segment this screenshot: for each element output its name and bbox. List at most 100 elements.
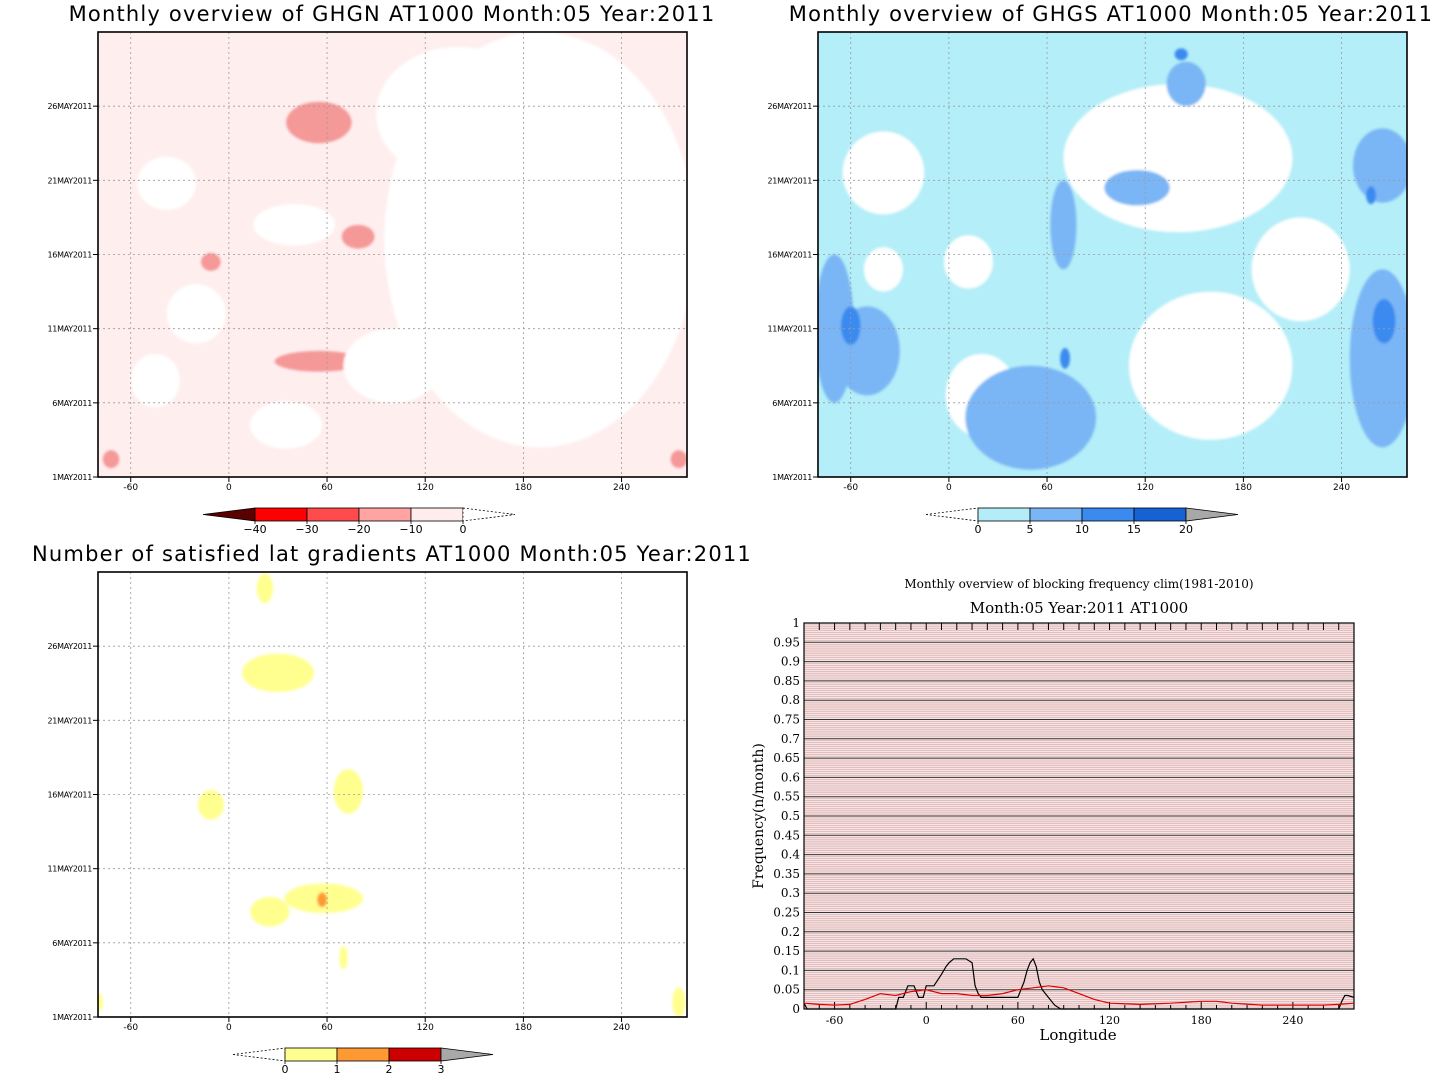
contour-region: [253, 204, 336, 246]
colorbar-segment: [1081, 507, 1135, 522]
contour-region: [343, 328, 442, 403]
y-tick-label: 11MAY2011: [48, 865, 93, 874]
y-tick-label: 0.15: [773, 944, 800, 958]
colorbar-label: 5: [1027, 523, 1034, 536]
contour-region: [1366, 186, 1376, 205]
x-tick-label: 180: [1235, 483, 1252, 493]
colorbar-segment: [1133, 507, 1187, 522]
y-tick-label: 26MAY2011: [48, 102, 93, 111]
y-tick-label: 11MAY2011: [48, 325, 93, 334]
contour-fill-layer: [102, 32, 687, 469]
x-tick-label: 120: [1137, 483, 1154, 493]
y-tick-label: 21MAY2011: [48, 176, 93, 185]
y-tick-label: 21MAY2011: [768, 176, 813, 185]
contour-region: [1372, 299, 1396, 344]
colorbar-segment: [1029, 507, 1083, 522]
contour-region: [1166, 61, 1206, 107]
colorbar-right-extension: [462, 507, 516, 522]
colorbar-label: 10: [1075, 523, 1089, 536]
y-tick-label: 0.65: [773, 751, 800, 765]
colorbar-label: 0: [282, 1063, 289, 1076]
y-tick-label: 0.75: [773, 713, 800, 727]
y-tick-label: 0: [792, 1002, 800, 1016]
colorbar-segment: [410, 507, 464, 522]
y-tick-label: 0.25: [773, 906, 800, 920]
y-tick-label: 0.45: [773, 828, 800, 842]
x-tick-label: 240: [1282, 1014, 1303, 1027]
x-tick-label: -60: [826, 1014, 844, 1027]
contour-region: [1104, 169, 1170, 206]
colorbar-right-extension: [440, 1047, 494, 1062]
colorbar-label: 20: [1179, 523, 1193, 536]
x-tick-label: 60: [321, 1023, 333, 1033]
colorbar-label: 1: [334, 1063, 341, 1076]
blocking-ylabel: Frequency(n/month): [751, 743, 767, 889]
colorbar-label: −10: [399, 523, 422, 536]
y-tick-label: 0.6: [781, 770, 800, 784]
y-tick-label: 0.05: [773, 983, 800, 997]
x-tick-label: 120: [417, 483, 434, 493]
series-line-observed: [803, 957, 1355, 1010]
ghgs-panel: Monthly overview of GHGS AT1000 Month:05…: [768, 2, 1433, 536]
x-tick-label: 60: [321, 483, 333, 493]
y-tick-label: 1MAY2011: [52, 473, 92, 482]
lat-gradients-panel: Number of satisfied lat gradients AT1000…: [32, 542, 752, 1076]
contour-region: [274, 350, 364, 372]
x-tick-label: 0: [923, 1014, 930, 1027]
y-tick-label: 0.95: [773, 635, 800, 649]
colorbar-label: 0: [460, 523, 467, 536]
y-tick-label: 6MAY2011: [52, 399, 92, 408]
x-tick-label: 240: [613, 483, 630, 493]
contour-region: [201, 253, 221, 271]
contour-region: [965, 365, 1097, 470]
ghgn-title: Monthly overview of GHGN AT1000 Month:05…: [69, 2, 716, 26]
x-tick-label: 60: [1011, 1014, 1025, 1027]
contour-region: [842, 131, 925, 215]
colorbar-segment: [306, 507, 360, 522]
contour-region: [1174, 48, 1188, 61]
lat-gradients-title: Number of satisfied lat gradients AT1000…: [32, 542, 752, 566]
colorbar-label: 0: [975, 523, 982, 536]
x-tick-label: 0: [226, 483, 232, 493]
blocking-title: Monthly overview of blocking frequency c…: [904, 577, 1253, 591]
y-tick-label: 0.3: [781, 886, 800, 900]
contour-region: [197, 790, 224, 820]
y-tick-label: 6MAY2011: [52, 939, 92, 948]
contour-region: [863, 247, 904, 292]
colorbar-segment: [358, 507, 412, 522]
y-tick-label: 0.9: [781, 655, 800, 669]
y-tick-label: 1MAY2011: [772, 473, 812, 482]
contour-region: [250, 401, 323, 449]
contour-region: [1349, 269, 1407, 448]
contour-region: [376, 46, 540, 181]
y-tick-label: 1MAY2011: [52, 1013, 92, 1022]
y-tick-label: 26MAY2011: [48, 642, 93, 651]
y-tick-label: 0.2: [781, 925, 800, 939]
contour-region: [943, 235, 994, 289]
blocking-subtitle: Month:05 Year:2011 AT1000: [970, 599, 1188, 617]
contour-region: [286, 101, 352, 144]
ghgs-colorbar: 0 5 10 15 20: [925, 507, 1239, 536]
y-tick-label: 0.7: [781, 732, 800, 746]
contour-region: [333, 769, 364, 814]
colorbar-label: 15: [1127, 523, 1141, 536]
y-tick-label: 16MAY2011: [48, 251, 93, 260]
contour-region: [250, 896, 290, 927]
x-tick-label: 180: [515, 483, 532, 493]
contour-region: [670, 450, 687, 469]
colorbar-label: −20: [347, 523, 370, 536]
contour-fill-layer: [98, 573, 686, 1017]
y-tick-label: 0.8: [781, 693, 800, 707]
colorbar-label: 2: [386, 1063, 393, 1076]
x-tick-label: -60: [123, 483, 138, 493]
contour-region: [341, 224, 375, 249]
contour-region: [241, 653, 314, 693]
y-tick-label: 16MAY2011: [768, 251, 813, 260]
colorbar-label: 3: [438, 1063, 445, 1076]
ghgs-plot: -60 0 60 120 180 240 1MAY2011 6MAY2011 11MAY2011…: [768, 31, 1408, 493]
blocking-xlabel: Longitude: [1039, 1026, 1116, 1044]
x-tick-label: 120: [1099, 1014, 1120, 1027]
y-tick-label: 1: [792, 616, 800, 630]
y-tick-label: 11MAY2011: [768, 325, 813, 334]
